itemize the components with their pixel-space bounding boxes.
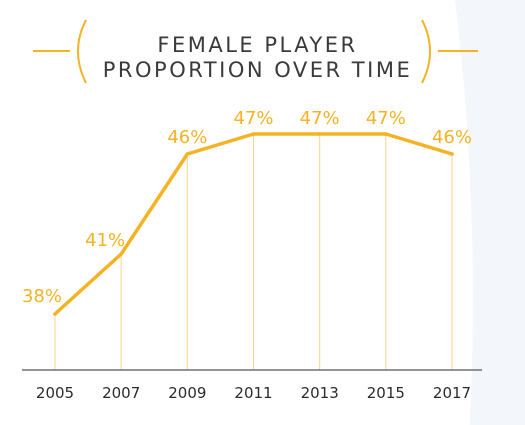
data-label-2017: 46%: [432, 127, 472, 148]
data-point-2015: [384, 132, 388, 136]
chart-title-line-2: PROPORTION OVER TIME: [102, 58, 413, 82]
data-label-2007: 41%: [85, 230, 125, 251]
data-point-2017: [450, 152, 454, 156]
data-point-2007: [119, 252, 123, 256]
data-point-2005: [53, 312, 57, 316]
data-label-2013: 47%: [300, 108, 340, 129]
x-tick-label-2015: 2015: [367, 384, 405, 402]
data-point-2011: [251, 132, 256, 136]
data-label-2015: 47%: [366, 108, 406, 129]
data-label-2009: 46%: [167, 127, 207, 148]
chart-title-block: FEMALE PLAYER PROPORTION OVER TIME: [0, 0, 525, 100]
background-curve-shape: [455, 0, 525, 425]
data-label-2011: 47%: [233, 108, 273, 129]
data-label-2005: 38%: [22, 286, 62, 307]
title-bracket-decoration: [33, 19, 478, 84]
data-point-2009: [185, 152, 190, 156]
x-tick-label-2017: 2017: [433, 384, 471, 402]
x-tick-label-2009: 2009: [168, 384, 206, 402]
chart-title: FEMALE PLAYER PROPORTION OVER TIME: [95, 33, 420, 83]
title-bracket-right: [421, 19, 431, 84]
title-bracket-left: [77, 19, 87, 84]
data-point-2013: [317, 132, 322, 136]
x-tick-label-2005: 2005: [36, 384, 74, 402]
x-tick-label-2007: 2007: [102, 384, 140, 402]
x-tick-label-2011: 2011: [234, 384, 272, 402]
chart-title-line-1: FEMALE PLAYER: [157, 33, 358, 57]
x-tick-label-2013: 2013: [301, 384, 339, 402]
